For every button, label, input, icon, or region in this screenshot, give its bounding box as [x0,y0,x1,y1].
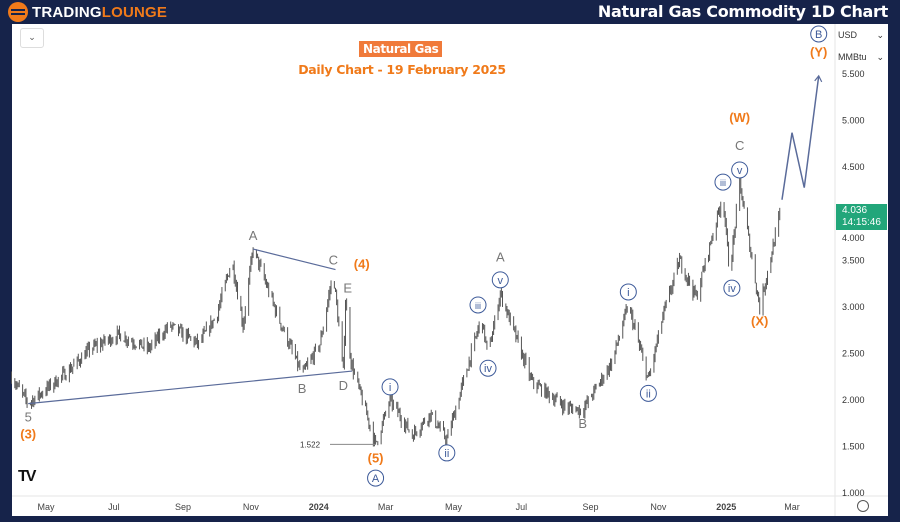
wave-label: D [339,378,348,393]
trendline [252,248,336,271]
wave-label: (X) [751,314,768,329]
wave-label-circle [723,279,741,297]
low-price-label: 1.522 [300,440,321,449]
wave-label: i [627,287,629,299]
wave-label-circle [731,161,749,179]
x-tick-label: Jul [516,502,528,512]
wave-label-circle [469,296,487,314]
wave-label-circle [619,283,637,301]
x-tick-label: 2025 [716,502,736,512]
wave-label: 5 [25,410,32,425]
arrow-head-icon [814,74,823,83]
wave-label-circle [367,469,385,487]
wave-label: iv [484,363,492,375]
x-tick-label: Mar [378,502,394,512]
x-tick-label: May [445,502,463,512]
y-tick-label: 4.000 [842,233,865,243]
wave-label: A [496,250,505,265]
chevron-down-icon: ⌄ [876,30,884,40]
wave-label: (5) [368,451,384,466]
wave-label: A [372,473,380,485]
x-tick-label: Nov [650,502,667,512]
x-tick-label: 2024 [309,502,329,512]
wave-label: C [735,138,744,153]
chart-title: Natural Gas [359,41,443,57]
x-tick-label: Jul [108,502,120,512]
wave-label: (4) [354,257,370,272]
logo-icon [8,2,28,22]
y-tick-label: 2.500 [842,348,865,358]
x-tick-label: Sep [582,502,598,512]
wave-label: (Y) [810,45,827,60]
wave-label: iv [728,283,736,295]
wave-label: iii [475,301,481,311]
wave-label: iii [720,178,726,188]
y-tick-label: 1.500 [842,441,865,451]
wave-label-circle [381,378,399,396]
wave-label: v [737,165,743,177]
tradingview-logo: TV [18,468,37,485]
chart-subtitle: Daily Chart - 19 February 2025 [298,62,506,77]
y-tick-label: 3.500 [842,255,865,265]
wave-label: i [389,382,391,394]
wave-label: B [578,416,587,431]
wave-label: v [498,275,504,287]
trendline [28,370,353,405]
y-tick-label: 2.000 [842,395,865,405]
wave-label: ii [444,448,449,460]
wave-label: A [249,228,258,243]
wave-label-circle [491,271,509,289]
unit-select[interactable]: MMBtu ⌄ [838,52,884,62]
y-tick-label: 1.000 [842,488,865,498]
gear-icon[interactable] [857,500,869,512]
wave-label: C [329,252,338,267]
wave-label: E [343,280,352,295]
wave-label: B [815,29,822,41]
wave-label-circle [438,444,456,462]
chevron-down-icon: ⌄ [876,52,884,62]
y-tick-label: 5.000 [842,116,865,126]
x-tick-label: Nov [243,502,260,512]
x-tick-label: May [37,502,55,512]
wave-label-circle [479,359,497,377]
tradinglounge-logo: TRADINGLOUNGE [8,2,167,22]
wave-label-circle [639,384,657,402]
currency-select[interactable]: USD ⌄ [838,30,884,40]
y-tick-label: 3.000 [842,302,865,312]
wave-label: B [298,381,307,396]
y-tick-label: 5.500 [842,69,865,79]
x-tick-label: Mar [784,502,800,512]
collapse-button[interactable]: ⌄ [20,28,44,48]
wave-label-circle [810,25,828,43]
wave-label-circle [714,173,732,191]
wave-label: (W) [729,110,750,125]
x-tick-label: Sep [175,502,191,512]
projection-path [781,75,820,200]
last-price-tag: 4.036 14:15:46 [836,204,887,230]
chart-panel[interactable] [12,24,888,516]
wave-label: (3) [20,426,36,441]
logo-text: TRADINGLOUNGE [32,3,168,21]
header-title: Natural Gas Commodity 1D Chart [597,2,888,21]
y-tick-label: 4.500 [842,162,865,172]
wave-label: ii [646,388,651,400]
